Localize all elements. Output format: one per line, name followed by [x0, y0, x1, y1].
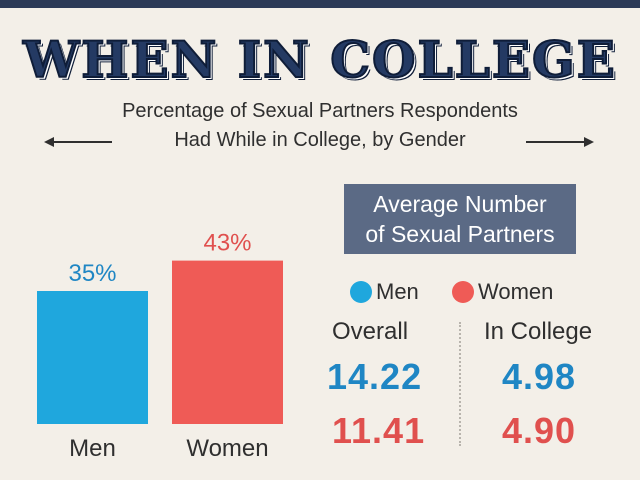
women-overall-value: 11.41 — [332, 410, 426, 451]
average-heading-line2: of Sexual Partners — [365, 221, 555, 247]
bar-chart: 35% Men 43% Women — [37, 230, 283, 462]
women-in-college-value: 4.90 — [502, 410, 577, 451]
left-arrow-icon — [44, 137, 112, 147]
men-overall-value: 14.22 — [327, 356, 423, 397]
bar-value-label-women: 43% — [203, 230, 251, 257]
chart-subtitle-line1: Percentage of Sexual Partners Respondent… — [122, 100, 518, 122]
category-label-women: Women — [186, 435, 268, 462]
legend-women-label: Women — [478, 279, 554, 304]
legend-women: Women — [452, 278, 553, 306]
page-title: WHEN IN COLLEGE — [22, 29, 617, 90]
women-dot-icon — [452, 281, 474, 303]
men-dot-icon — [350, 281, 372, 303]
legend-men-label: Men — [376, 279, 419, 304]
column-header-in-college: In College — [484, 318, 593, 345]
column-divider — [459, 322, 461, 446]
chart-subtitle-line2: Had While in College, by Gender — [174, 129, 466, 151]
category-label-men: Men — [69, 435, 116, 462]
men-in-college-value: 4.98 — [502, 356, 577, 397]
average-heading-line1: Average Number — [373, 191, 547, 217]
bar-value-label-men: 35% — [68, 260, 116, 287]
average-partners-heading: Average Number of Sexual Partners — [344, 184, 576, 254]
column-header-overall: Overall — [332, 318, 409, 345]
legend-men: Men — [350, 278, 419, 306]
right-arrow-icon — [526, 137, 594, 147]
top-bar — [0, 0, 640, 8]
bar-men — [37, 291, 148, 424]
bar-women — [172, 260, 283, 424]
